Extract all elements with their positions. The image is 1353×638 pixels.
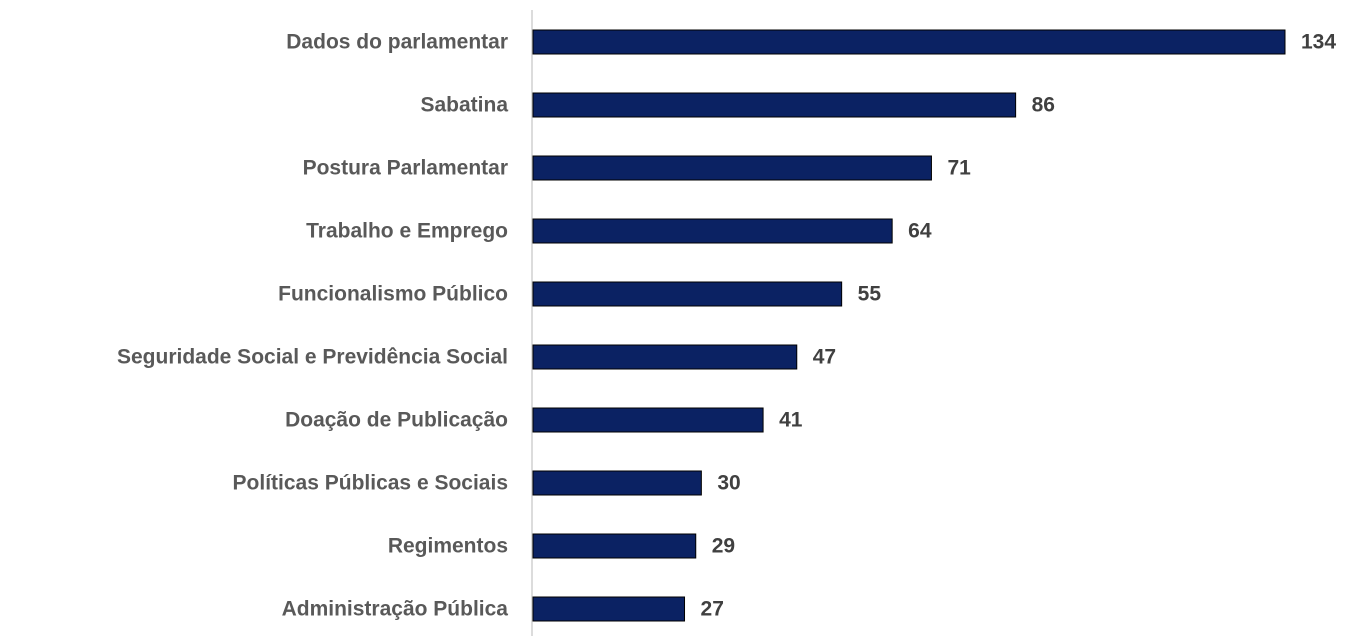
category-label: Postura Parlamentar (303, 157, 508, 180)
value-label: 29 (712, 535, 735, 558)
bar (532, 344, 798, 370)
value-label: 55 (858, 283, 882, 306)
category-label: Seguridade Social e Previdência Social (117, 346, 508, 369)
bar (532, 92, 1017, 118)
bar (532, 407, 764, 433)
bar (532, 218, 893, 244)
value-label: 134 (1301, 31, 1336, 54)
value-label: 30 (717, 472, 740, 495)
category-label: Dados do parlamentar (286, 31, 508, 54)
category-label: Administração Pública (282, 598, 509, 621)
value-label: 47 (813, 346, 836, 369)
value-label: 64 (908, 220, 932, 243)
value-label: 41 (779, 409, 803, 432)
category-label: Funcionalismo Público (278, 283, 508, 306)
bar (532, 533, 697, 559)
value-label: 86 (1032, 94, 1055, 117)
category-label: Trabalho e Emprego (306, 220, 508, 243)
category-label: Sabatina (420, 94, 508, 117)
bar (532, 29, 1286, 55)
value-label: 27 (701, 598, 724, 621)
category-label: Políticas Públicas e Sociais (233, 472, 508, 495)
bar (532, 155, 932, 181)
category-label: Doação de Publicação (285, 409, 508, 432)
bar (532, 281, 843, 307)
value-label: 71 (947, 157, 971, 180)
category-label: Regimentos (388, 535, 508, 558)
bar (532, 470, 702, 496)
bar (532, 596, 686, 622)
